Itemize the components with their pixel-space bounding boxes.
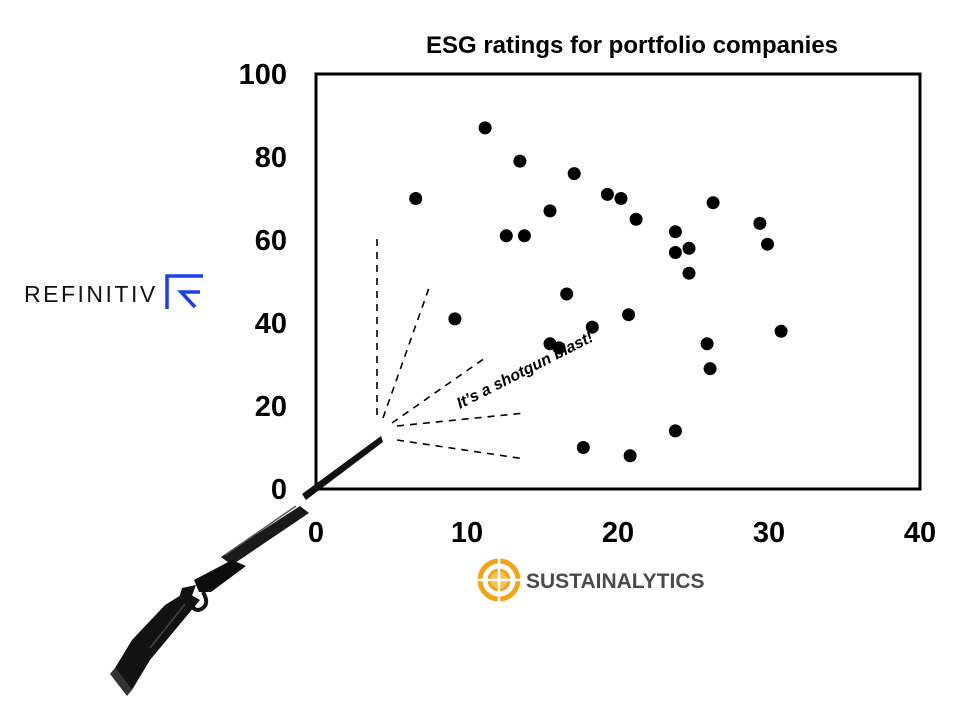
chart-title: ESG ratings for portfolio companies <box>426 32 838 59</box>
blast-lines <box>376 238 526 460</box>
y-tick-label: 60 <box>255 225 287 257</box>
blast-line <box>382 284 431 419</box>
shotgun-annotation: It’s a shotgun blast! <box>454 329 597 413</box>
refinitiv-logo: REFINITIV <box>24 274 203 309</box>
sustainalytics-logo: SUSTAINALYTICS <box>476 557 705 603</box>
data-point-18 <box>629 212 643 226</box>
sustainalytics-target-icon <box>476 557 522 603</box>
data-point-7 <box>543 204 557 218</box>
data-point-9 <box>552 341 566 355</box>
data-point-2 <box>448 312 462 326</box>
refinitiv-logo-icon <box>165 274 203 309</box>
sustainalytics-logo-text: SUSTAINALYTICS <box>526 570 705 593</box>
shotgun-icon <box>110 436 383 696</box>
data-point-1 <box>409 192 423 205</box>
data-point-10 <box>560 287 574 301</box>
data-point-14 <box>600 187 614 201</box>
blast-line <box>396 412 526 427</box>
data-point-3 <box>478 121 492 135</box>
y-tick-label: 80 <box>255 142 287 174</box>
data-point-12 <box>576 441 590 454</box>
y-tick-label: 40 <box>255 308 287 340</box>
x-tick-label: 10 <box>451 517 483 549</box>
plot-area-frame <box>314 72 922 491</box>
data-point-20 <box>668 246 682 259</box>
data-point-6 <box>517 229 531 243</box>
data-point-15 <box>614 192 628 205</box>
data-point-25 <box>703 362 717 376</box>
x-tick-label: 20 <box>602 517 634 549</box>
data-point-4 <box>499 229 513 243</box>
x-tick-label: 30 <box>753 517 785 549</box>
x-axis-tick-labels: 0 10 20 30 40 <box>308 517 936 549</box>
refinitiv-logo-text: REFINITIV <box>24 281 158 307</box>
data-point-13 <box>585 320 599 334</box>
data-point-26 <box>706 196 720 210</box>
data-point-29 <box>774 324 788 338</box>
data-point-5 <box>513 154 527 168</box>
x-tick-label: 40 <box>904 517 936 549</box>
blast-line <box>396 439 526 460</box>
y-tick-label: 20 <box>255 391 287 423</box>
data-point-11 <box>567 167 581 181</box>
data-point-19 <box>668 225 682 239</box>
y-axis-tick-labels: 0 20 40 60 80 100 <box>239 59 287 506</box>
data-point-22 <box>682 241 696 255</box>
data-point-21 <box>668 424 682 438</box>
y-tick-label: 0 <box>271 474 287 506</box>
x-tick-label: 0 <box>308 517 324 549</box>
scatter-points <box>409 121 788 463</box>
data-point-23 <box>682 266 696 280</box>
blast-line <box>391 357 486 424</box>
data-point-27 <box>753 216 767 230</box>
data-point-17 <box>623 449 637 463</box>
data-point-28 <box>761 237 774 251</box>
data-point-16 <box>622 308 636 322</box>
y-tick-label: 100 <box>239 59 287 91</box>
data-point-24 <box>700 337 714 351</box>
